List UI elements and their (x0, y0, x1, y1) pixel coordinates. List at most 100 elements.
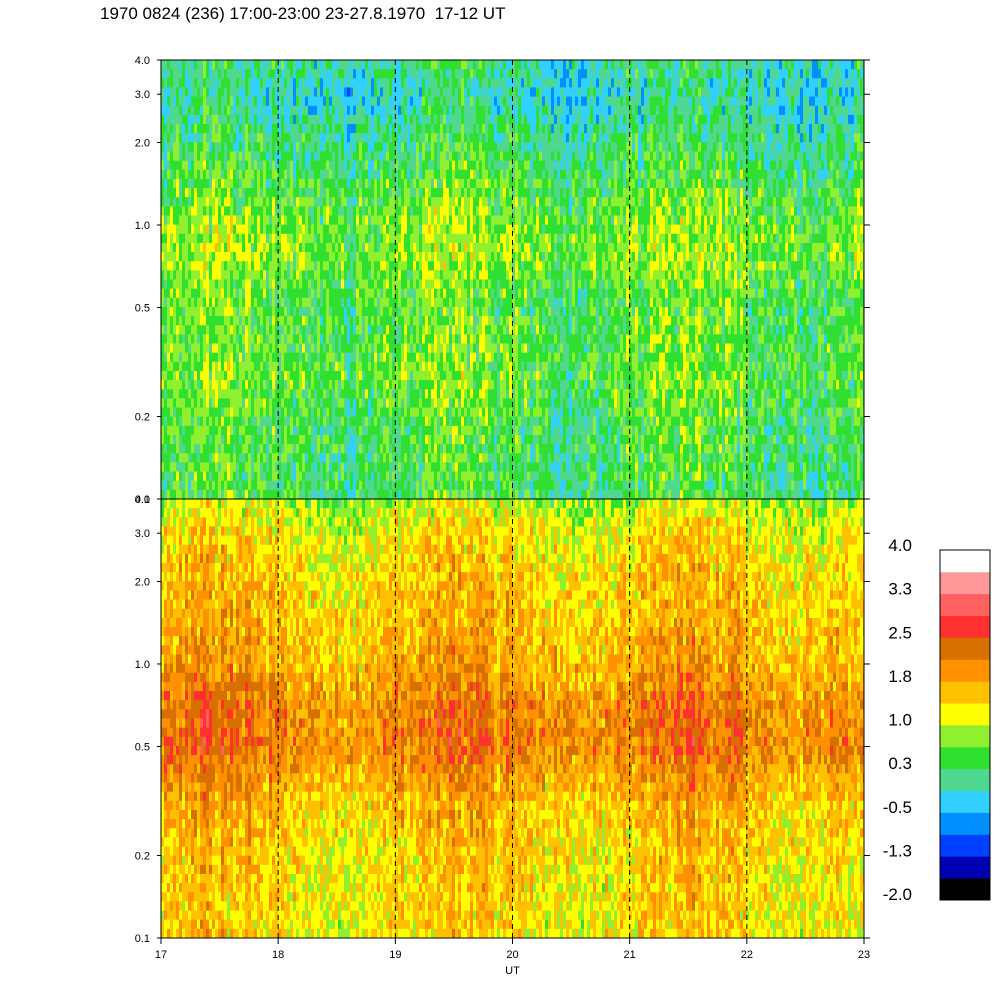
spectrogram-cell (188, 169, 191, 180)
spectrogram-cell (467, 370, 470, 381)
spectrogram-cell (236, 389, 239, 399)
spectrogram-cell (308, 242, 311, 253)
spectrogram-cell (242, 288, 245, 299)
spectrogram-cell (332, 480, 335, 491)
spectrogram-cell (332, 96, 335, 107)
spectrogram-cell (356, 233, 359, 244)
spectrogram-cell (464, 78, 467, 89)
spectrogram-cell (404, 361, 407, 372)
spectrogram-cell (296, 480, 299, 491)
spectrogram-cell (398, 124, 401, 134)
spectrogram-cell (266, 69, 269, 79)
spectrogram-cell (398, 242, 401, 253)
spectrogram-cell (266, 316, 269, 326)
spectrogram-cell (299, 178, 302, 189)
spectrogram-cell (350, 87, 353, 98)
spectrogram-cell (311, 334, 314, 345)
spectrogram-cell (389, 297, 392, 308)
spectrogram-cell (347, 279, 350, 290)
spectrogram-cell (266, 178, 269, 189)
spectrogram-cell (209, 361, 212, 372)
spectrogram-cell (266, 453, 269, 464)
spectrogram-cell (362, 297, 365, 308)
spectrogram-cell (455, 206, 458, 217)
spectrogram-cell (236, 169, 239, 180)
spectrogram-cell (347, 434, 350, 445)
spectrogram-cell (449, 279, 452, 290)
spectrogram-cell (365, 197, 368, 207)
spectrogram-cell (308, 224, 311, 235)
spectrogram-cell (206, 206, 209, 217)
spectrogram-cell (449, 489, 452, 499)
spectrogram-cell (305, 160, 308, 171)
spectrogram-cell (200, 343, 203, 354)
spectrogram-cell (242, 169, 245, 180)
spectrogram-cell (458, 242, 461, 253)
spectrogram-cell (197, 142, 200, 153)
spectrogram-cell (425, 233, 428, 244)
spectrogram-cell (272, 407, 275, 418)
spectrogram-cell (329, 96, 332, 107)
spectrogram-cell (332, 288, 335, 299)
spectrogram-cell (404, 233, 407, 244)
spectrogram-cell (320, 425, 323, 436)
spectrogram-cell (254, 389, 257, 399)
spectrogram-cell (290, 425, 293, 436)
spectrogram-cell (230, 325, 233, 335)
spectrogram-cell (233, 114, 236, 125)
spectrogram-cell (428, 288, 431, 299)
spectrogram-cell (293, 361, 296, 372)
spectrogram-cell (470, 316, 473, 326)
spectrogram-cell (374, 270, 377, 281)
spectrogram-cell (206, 178, 209, 189)
spectrogram-cell (254, 316, 257, 326)
spectrogram-cell (401, 444, 404, 454)
spectrogram-cell (275, 60, 278, 70)
spectrogram-cell (341, 407, 344, 418)
spectrogram-cell (401, 96, 404, 107)
spectrogram-cell (440, 361, 443, 372)
spectrogram-cell (416, 297, 419, 308)
spectrogram-cell (377, 270, 380, 281)
spectrogram-cell (437, 425, 440, 436)
spectrogram-cell (260, 69, 263, 79)
spectrogram-cell (275, 316, 278, 326)
spectrogram-cell (275, 453, 278, 464)
spectrogram-cell (329, 380, 332, 390)
spectrogram-cell (269, 96, 272, 107)
spectrogram-cell (179, 462, 182, 473)
spectrogram-cell (224, 69, 227, 79)
spectrogram-cell (281, 197, 284, 207)
spectrogram-cell (278, 133, 281, 143)
spectrogram-cell (368, 160, 371, 171)
spectrogram-cell (260, 206, 263, 217)
spectrogram-cell (335, 297, 338, 308)
spectrogram-cell (233, 188, 236, 198)
spectrogram-cell (305, 224, 308, 235)
spectrogram-cell (314, 416, 317, 427)
spectrogram-cell (185, 206, 188, 217)
spectrogram-cell (206, 462, 209, 473)
spectrogram-cell (227, 78, 230, 89)
spectrogram-cell (209, 489, 212, 499)
spectrogram-cell (212, 489, 215, 499)
spectrogram-cell (410, 206, 413, 217)
spectrogram-cell (458, 188, 461, 198)
spectrogram-cell (185, 151, 188, 162)
spectrogram-cell (299, 160, 302, 171)
spectrogram-cell (377, 105, 380, 116)
spectrogram-cell (239, 224, 242, 235)
spectrogram-cell (407, 151, 410, 162)
spectrogram-cell (194, 462, 197, 473)
spectrogram-cell (356, 361, 359, 372)
spectrogram-cell (431, 416, 434, 427)
spectrogram-cell (161, 215, 164, 226)
spectrogram-cell (365, 361, 368, 372)
spectrogram-cell (272, 78, 275, 89)
spectrogram-cell (443, 69, 446, 79)
spectrogram-cell (395, 206, 398, 217)
spectrogram-cell (410, 425, 413, 436)
spectrogram-cell (380, 425, 383, 436)
spectrogram-cell (356, 87, 359, 98)
spectrogram-cell (308, 233, 311, 244)
